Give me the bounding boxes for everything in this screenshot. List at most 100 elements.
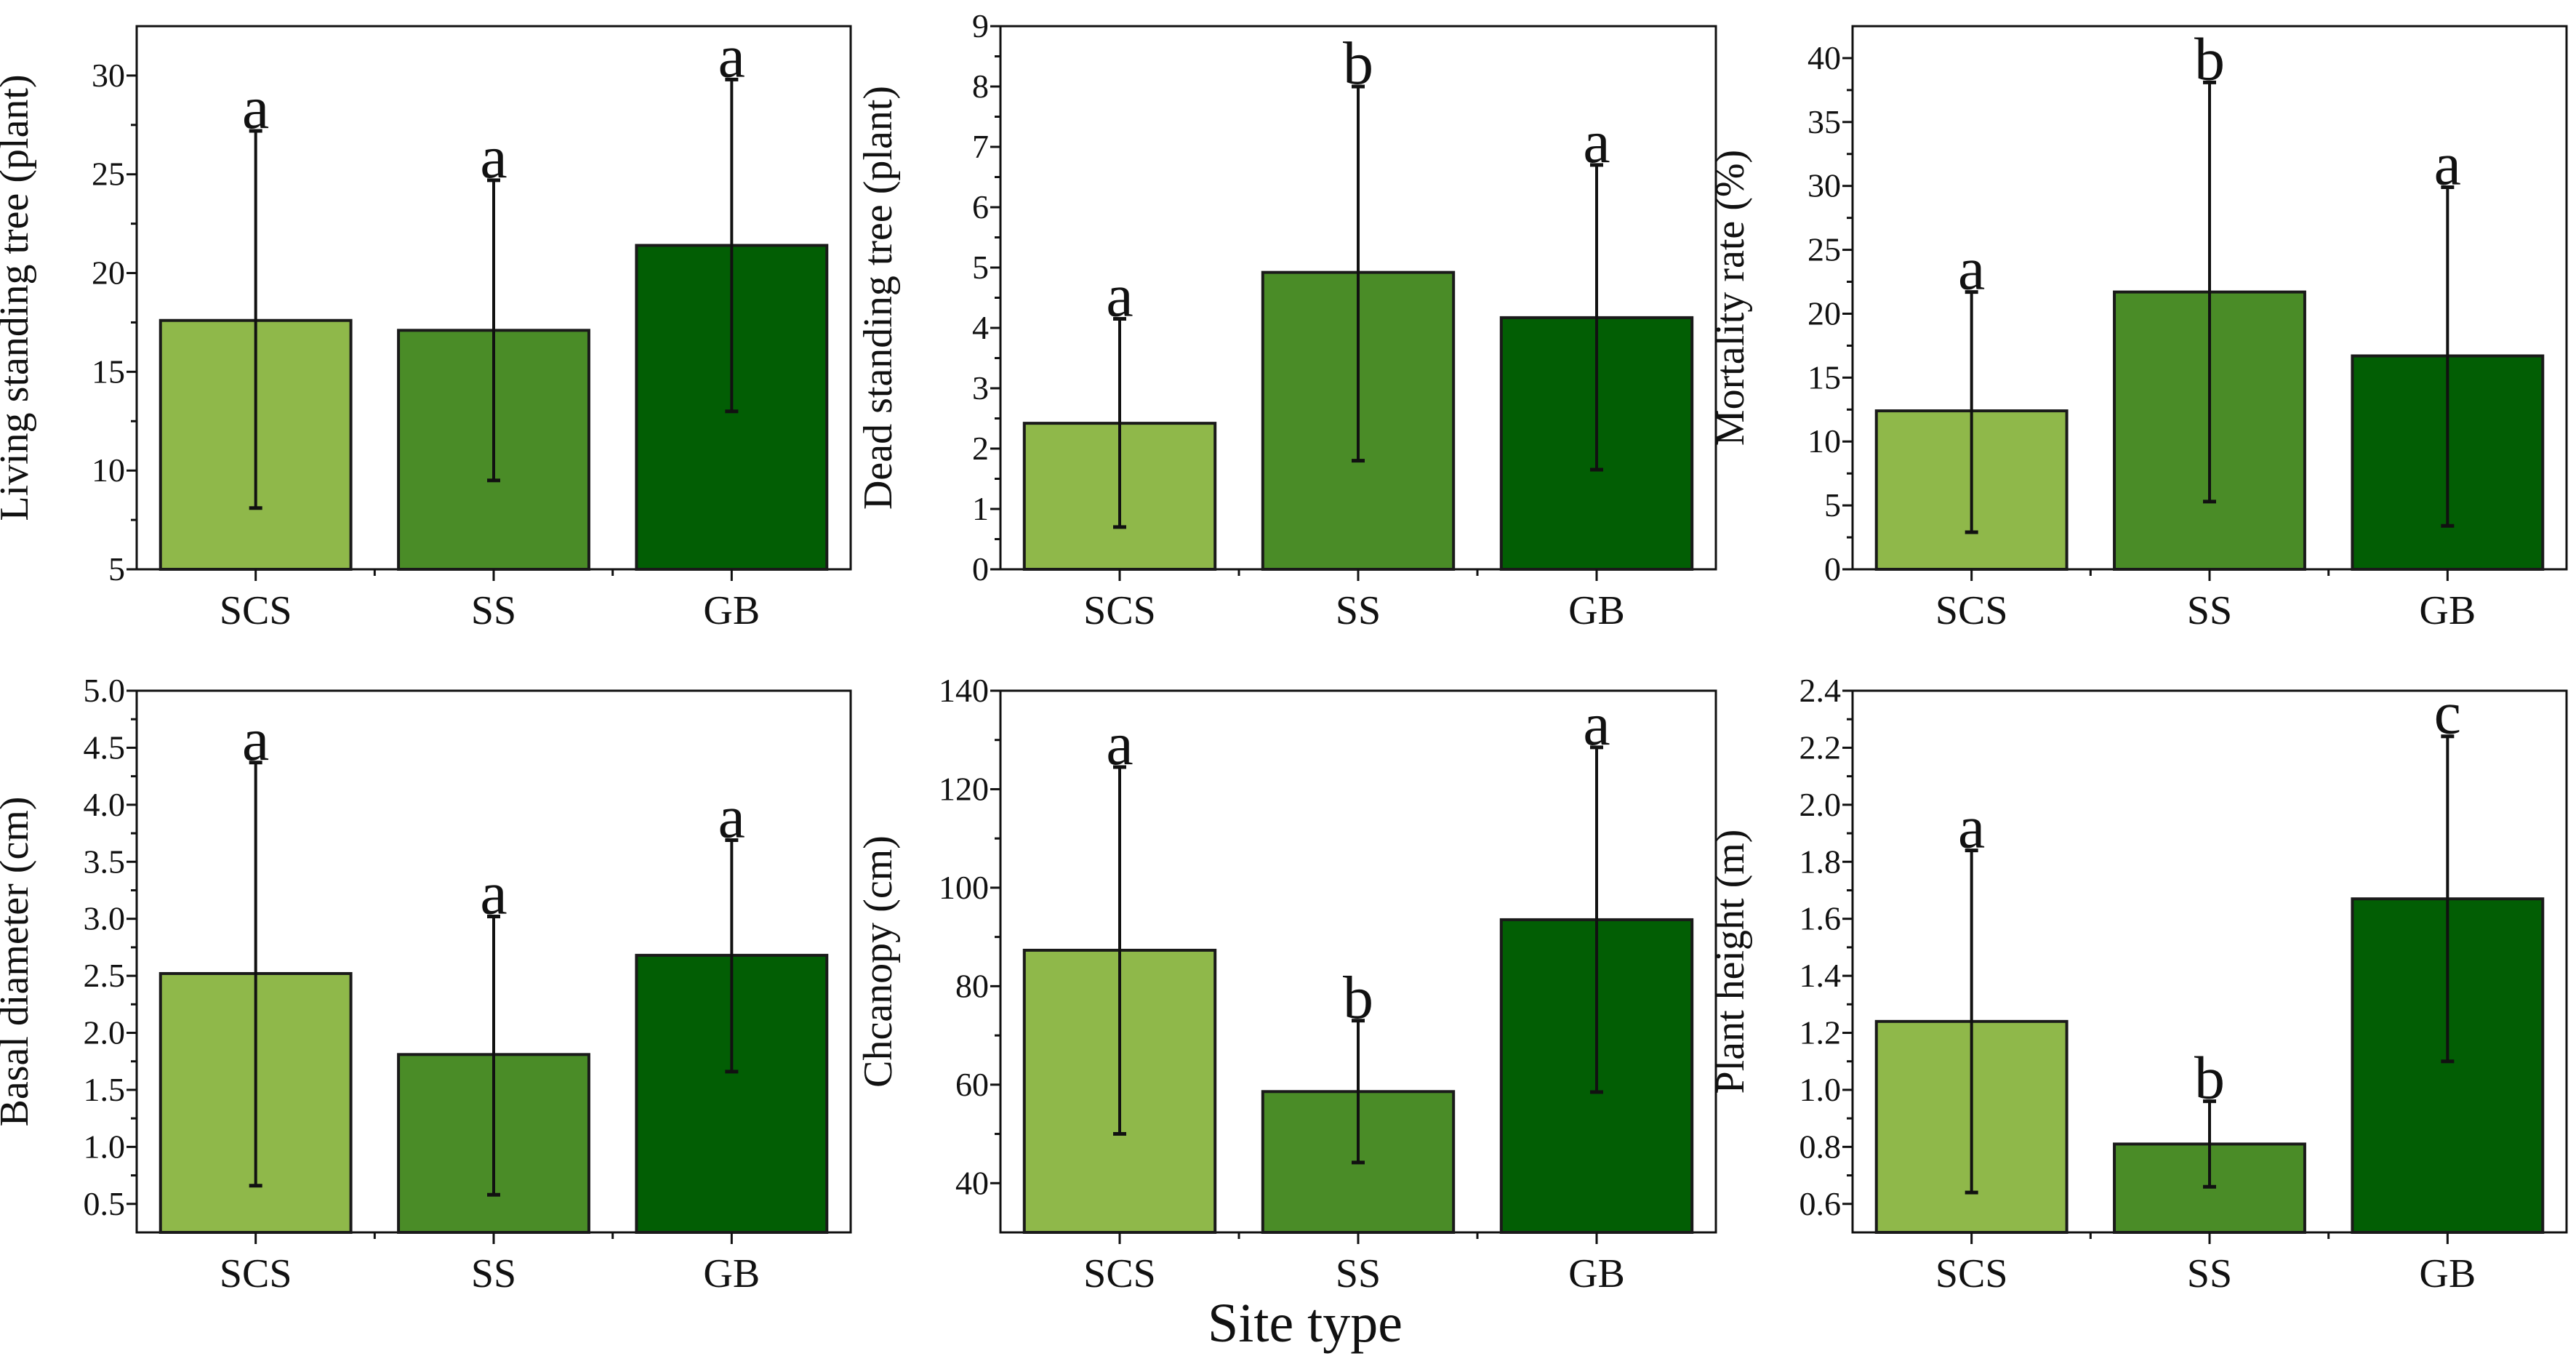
significance-letter: b xyxy=(1343,30,1373,97)
x-tick-label: SS xyxy=(2187,588,2232,633)
x-tick-label: GB xyxy=(1568,1251,1625,1296)
y-axis-title: Basal diameter (cm) xyxy=(0,796,37,1126)
y-tick-label: 9 xyxy=(972,7,989,44)
y-axis-title: Mortality rate (%) xyxy=(1708,150,1753,446)
chart-panel: a SCS a SS a GB 5 10 15 20 25 30 Living standing tre… xyxy=(0,23,852,633)
y-tick-label: 5 xyxy=(1824,486,1841,523)
x-tick-label: SCS xyxy=(1083,588,1156,633)
y-tick-label: 1.6 xyxy=(1799,900,1842,937)
significance-letter: a xyxy=(1583,691,1610,758)
significance-letter: a xyxy=(1106,262,1133,330)
x-tick-label: SS xyxy=(1336,1251,1381,1296)
y-tick-label: 0 xyxy=(1824,550,1841,587)
y-tick-label: 6 xyxy=(972,188,989,225)
y-axis-title: Chcanopy (cm) xyxy=(856,835,901,1088)
y-tick-label: 2.0 xyxy=(1799,786,1842,823)
y-tick-label: 15 xyxy=(1807,358,1841,396)
x-tick-label: SCS xyxy=(220,588,292,633)
x-tick-label: GB xyxy=(2419,588,2476,633)
y-tick-label: 5.0 xyxy=(84,672,126,709)
x-axis-title: Site type xyxy=(1208,1293,1403,1354)
y-tick-label: 25 xyxy=(1807,231,1841,268)
significance-letter: a xyxy=(718,783,745,851)
significance-letter: a xyxy=(1583,108,1610,176)
x-tick-label: SCS xyxy=(1935,1251,2008,1296)
significance-letter: a xyxy=(480,124,507,191)
significance-letter: a xyxy=(242,74,269,142)
significance-letter: a xyxy=(1958,794,1985,862)
significance-letter: a xyxy=(480,860,507,928)
y-tick-label: 5 xyxy=(108,550,125,587)
significance-letter: b xyxy=(2194,25,2225,93)
y-tick-label: 3.5 xyxy=(84,843,126,880)
y-tick-label: 20 xyxy=(1807,294,1841,332)
x-tick-label: SCS xyxy=(1083,1251,1156,1296)
y-tick-label: 40 xyxy=(1807,39,1841,76)
y-tick-label: 25 xyxy=(92,156,125,193)
y-axis-title: Plant height (m) xyxy=(1708,830,1753,1094)
y-axis-title: Living standing tree (plant) xyxy=(0,74,37,521)
y-tick-label: 7 xyxy=(972,128,989,165)
y-tick-label: 2.5 xyxy=(84,957,126,994)
significance-letter: a xyxy=(1958,236,1985,303)
y-tick-label: 3 xyxy=(972,369,989,406)
y-tick-label: 30 xyxy=(1807,167,1841,204)
y-tick-label: 120 xyxy=(939,770,989,807)
x-tick-label: GB xyxy=(2419,1251,2476,1296)
y-tick-label: 30 xyxy=(92,57,125,94)
y-tick-label: 1.8 xyxy=(1799,843,1842,880)
y-tick-label: 1.0 xyxy=(84,1128,126,1165)
y-tick-label: 40 xyxy=(955,1164,989,1201)
y-tick-label: 2.2 xyxy=(1799,729,1842,766)
y-tick-label: 4.5 xyxy=(84,729,126,766)
y-tick-label: 0 xyxy=(972,550,989,587)
y-tick-label: 80 xyxy=(955,967,989,1004)
y-tick-label: 1.4 xyxy=(1799,957,1842,994)
x-tick-label: SS xyxy=(471,1251,516,1296)
y-tick-label: 1.5 xyxy=(84,1071,126,1108)
y-tick-label: 20 xyxy=(92,254,125,292)
y-tick-label: 35 xyxy=(1807,103,1841,140)
chart-panel: a SCS b SS c GB 0.6 0.8 1.0 1.2 1.4 1.6 1.8 2.0 2.2 2.4… xyxy=(1708,672,2568,1296)
x-tick-label: GB xyxy=(703,1251,760,1296)
y-tick-label: 8 xyxy=(972,68,989,105)
x-tick-label: SS xyxy=(1336,588,1381,633)
y-tick-label: 0.5 xyxy=(84,1185,126,1222)
x-tick-label: SCS xyxy=(220,1251,292,1296)
y-tick-label: 3.0 xyxy=(84,900,126,937)
y-tick-label: 140 xyxy=(939,672,989,709)
y-tick-label: 1.2 xyxy=(1799,1014,1842,1051)
significance-letter: b xyxy=(2194,1045,2225,1112)
chart-panel: a SCS b SS a GB 0 5 10 15 20 25 30 35 40 Mortality rate… xyxy=(1708,25,2568,633)
significance-letter: a xyxy=(718,23,745,90)
x-tick-label: SCS xyxy=(1935,588,2008,633)
y-tick-label: 15 xyxy=(92,353,125,390)
significance-letter: c xyxy=(2434,680,2461,747)
x-tick-label: SS xyxy=(2187,1251,2232,1296)
y-tick-label: 100 xyxy=(939,869,989,906)
y-tick-label: 2.0 xyxy=(84,1014,126,1051)
x-tick-label: GB xyxy=(703,588,760,633)
y-tick-label: 5 xyxy=(972,249,989,286)
y-tick-label: 10 xyxy=(92,452,125,489)
significance-letter: a xyxy=(242,706,269,774)
y-axis-title: Dead standing tree (plant) xyxy=(856,86,901,510)
chart-panel: a SCS b SS a GB 40 60 80 100 120 140 Chcanopy (cm) xyxy=(856,672,1717,1296)
x-tick-label: GB xyxy=(1568,588,1625,633)
significance-letter: a xyxy=(1106,710,1133,778)
y-tick-label: 60 xyxy=(955,1066,989,1103)
y-tick-label: 10 xyxy=(1807,422,1841,460)
y-tick-label: 0.6 xyxy=(1799,1185,1842,1222)
chart-panel: a SCS b SS a GB 0 1 2 3 4 5 6 7 8 9 Dead standing tree (… xyxy=(856,7,1717,633)
y-tick-label: 2 xyxy=(972,430,989,467)
y-tick-label: 1.0 xyxy=(1799,1071,1842,1108)
chart-panel: a SCS a SS a GB 0.5 1.0 1.5 2.0 2.5 3.0 3.5 4.0 4.5 5.0… xyxy=(0,672,852,1296)
significance-letter: a xyxy=(2434,130,2461,198)
significance-letter: b xyxy=(1343,964,1373,1032)
y-tick-label: 4 xyxy=(972,309,989,346)
y-tick-label: 4.0 xyxy=(84,786,126,823)
y-tick-label: 2.4 xyxy=(1799,672,1842,709)
x-tick-label: SS xyxy=(471,588,516,633)
